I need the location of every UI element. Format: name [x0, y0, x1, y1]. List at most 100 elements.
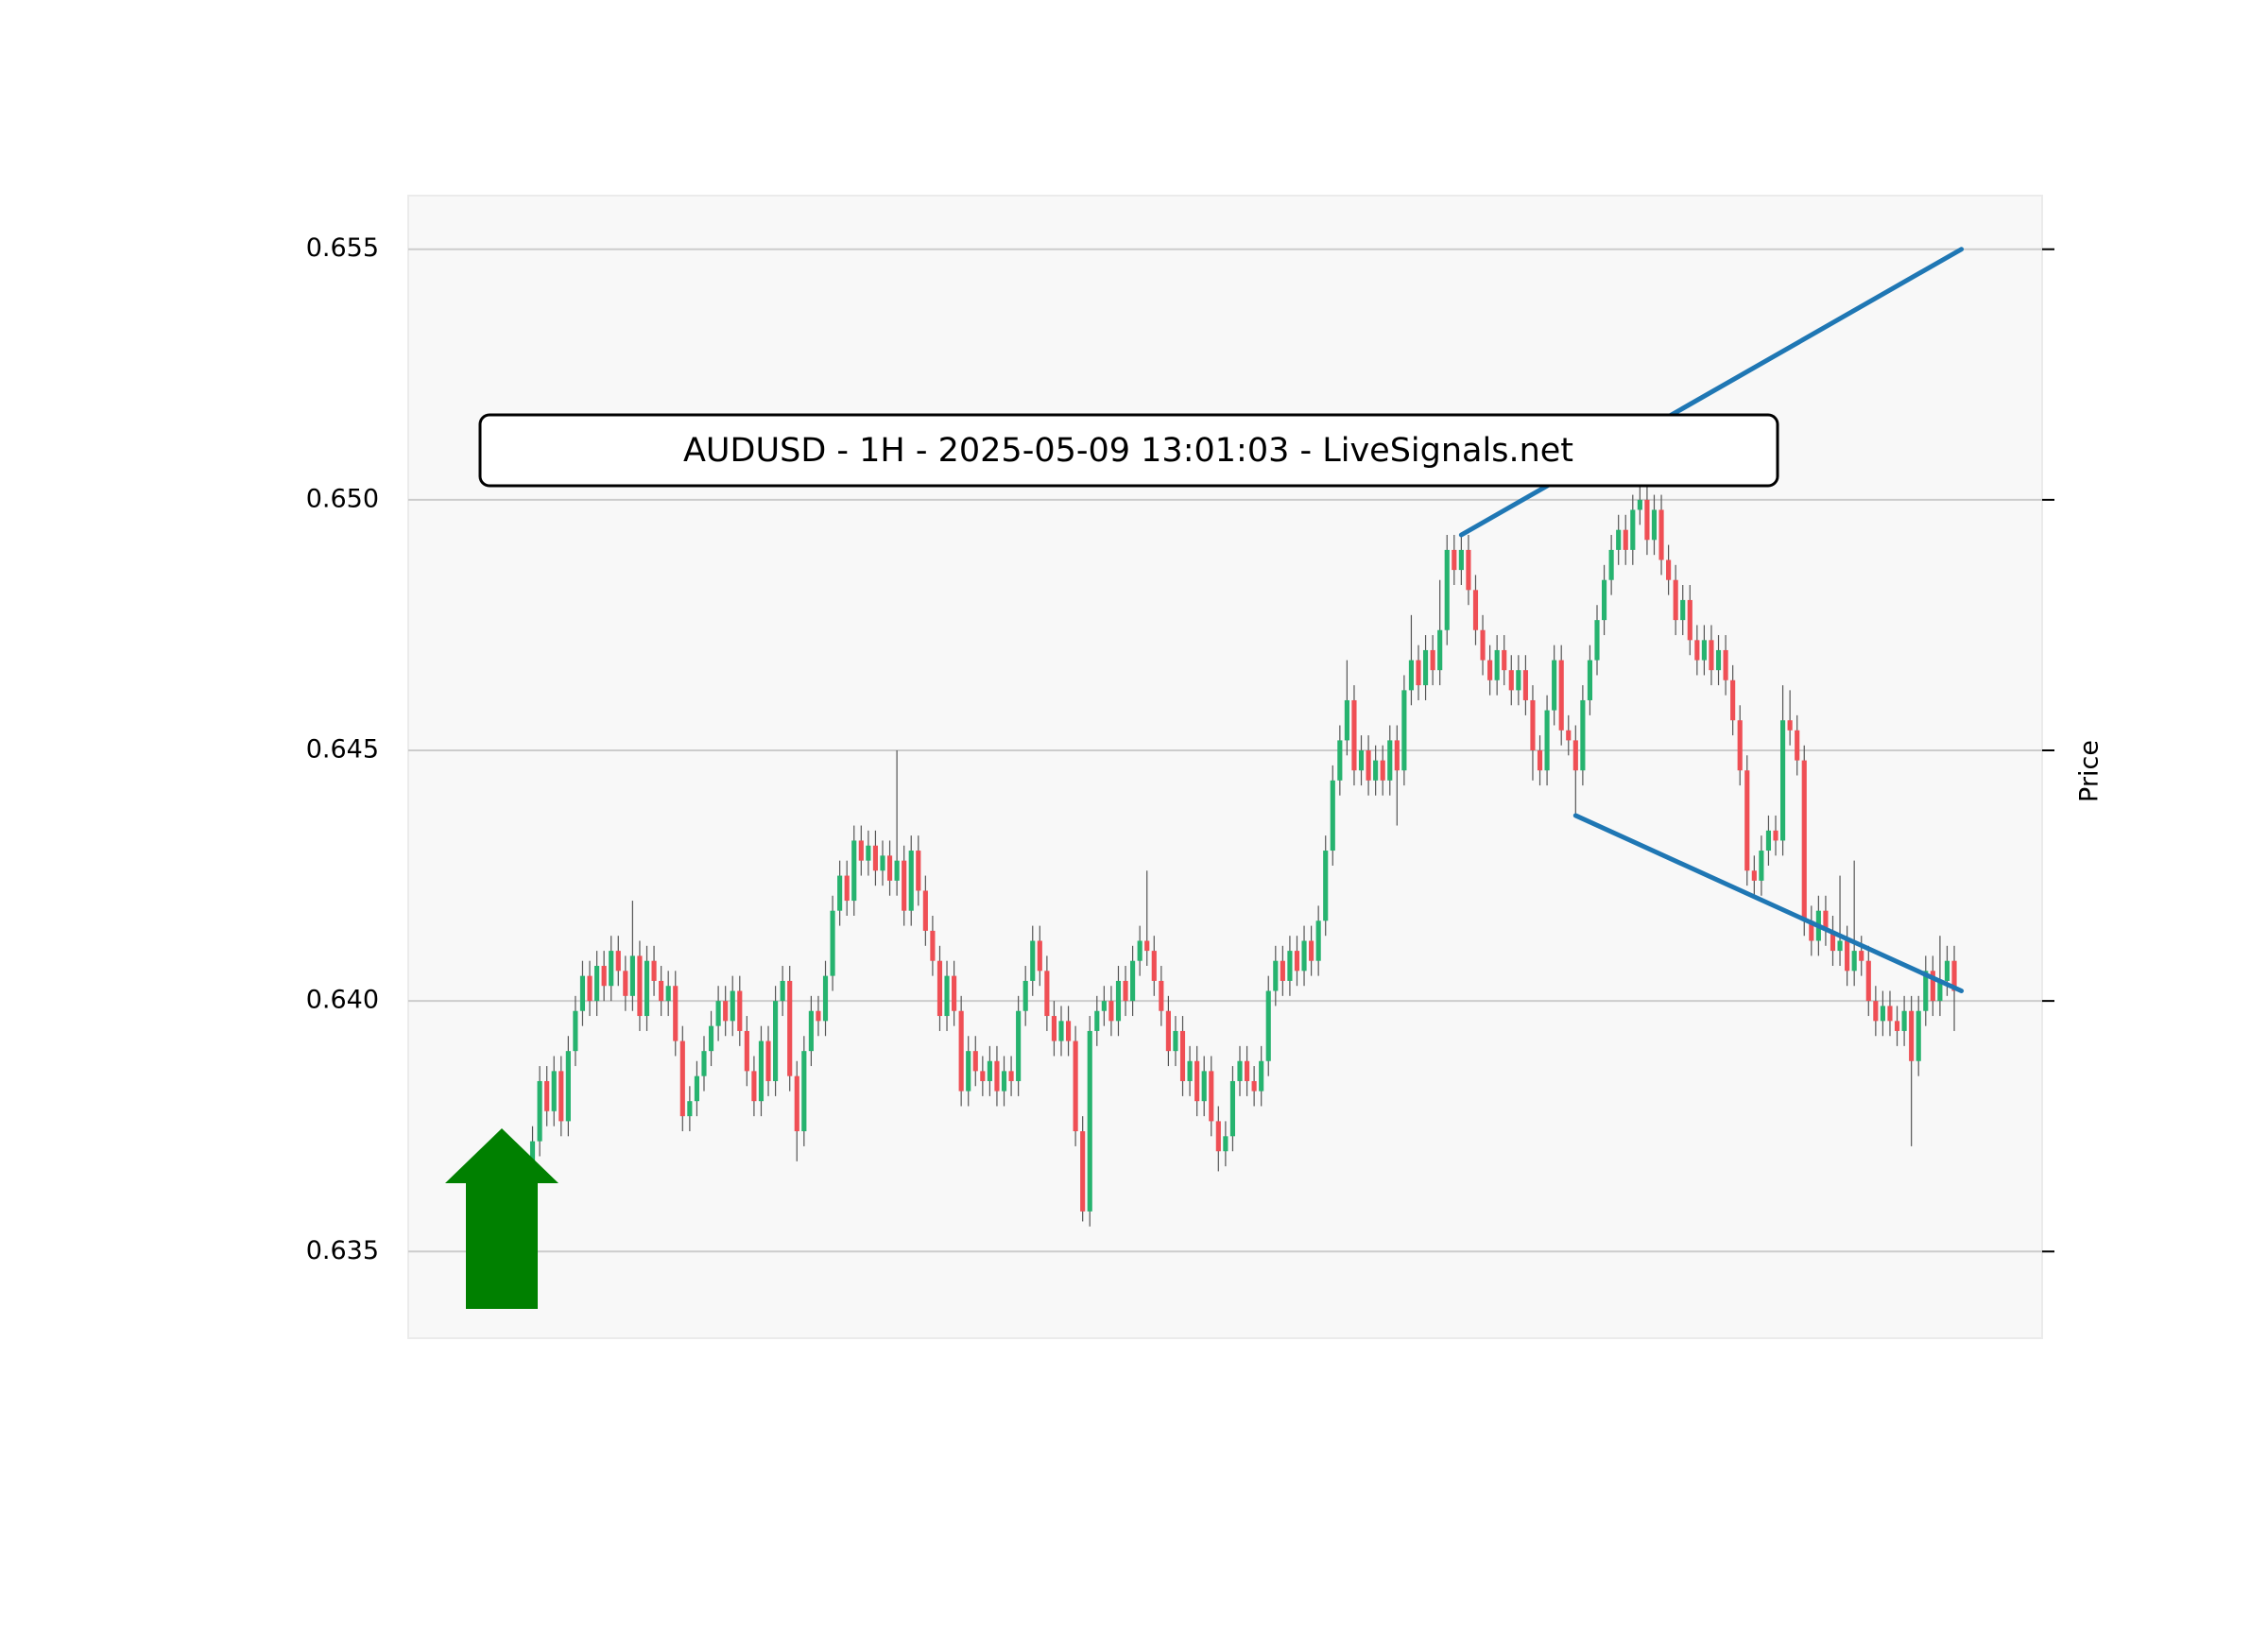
candle-body	[1194, 1060, 1200, 1102]
candle-body	[609, 951, 614, 987]
candle-body	[1452, 549, 1457, 571]
y-tick-label: 0.645	[306, 735, 379, 765]
candle-body	[758, 1041, 765, 1102]
candle-body	[1229, 1080, 1236, 1137]
candle-body	[1401, 690, 1407, 771]
candle-body	[1294, 951, 1300, 972]
candle-body	[615, 951, 621, 972]
candle-body	[880, 855, 885, 871]
candle-body	[629, 955, 635, 996]
candle-body	[1723, 649, 1728, 680]
candle-body	[1587, 660, 1593, 700]
candle-body	[1508, 670, 1514, 691]
candle-body	[916, 851, 921, 891]
candle-body	[1594, 620, 1600, 661]
trendline	[1458, 247, 1965, 538]
candle-body	[1080, 1131, 1086, 1212]
candle-body	[1845, 940, 1850, 972]
candle-body	[966, 1051, 971, 1092]
candle-body	[1380, 760, 1385, 781]
candle-body	[1558, 660, 1564, 731]
candle-body	[1530, 699, 1536, 751]
candle-body	[1873, 1001, 1879, 1022]
candle-body	[537, 1080, 542, 1142]
candle-body	[1887, 1006, 1893, 1022]
candle-body	[1037, 940, 1042, 972]
candle-body	[1130, 960, 1136, 1002]
candle-body	[601, 966, 607, 987]
candle-body	[1494, 649, 1500, 680]
candle-body	[1087, 1030, 1092, 1212]
candle-body	[573, 1010, 578, 1052]
candle-body	[1315, 920, 1321, 961]
candle-body	[1759, 851, 1764, 881]
candle-body	[1179, 1030, 1186, 1081]
candle-body	[1830, 930, 1836, 952]
candle-body	[1472, 590, 1479, 630]
candle-body	[1923, 971, 1929, 1011]
candle-body	[1865, 960, 1871, 1002]
candle-body	[565, 1051, 571, 1122]
candle-body	[737, 990, 743, 1031]
candle-body	[1651, 509, 1658, 541]
candle-body	[866, 845, 871, 861]
candle-body	[1566, 730, 1572, 741]
candle-body	[1209, 1071, 1214, 1122]
y-tick-label: 0.640	[306, 986, 379, 1015]
candle-body	[1851, 951, 1857, 972]
candle-body	[1058, 1021, 1064, 1041]
candle-body	[1487, 660, 1493, 680]
y-tick-label: 0.635	[306, 1236, 379, 1265]
candle-body	[1623, 529, 1628, 550]
candle-body	[801, 1051, 807, 1132]
candle-body	[1437, 629, 1443, 671]
candle-body	[1351, 699, 1357, 771]
candle-body	[1522, 670, 1528, 700]
candle-body	[708, 1025, 714, 1052]
candle-body	[1680, 599, 1686, 621]
candle-body	[1408, 660, 1415, 691]
candle-body	[1673, 579, 1678, 621]
candle-body	[715, 1001, 721, 1026]
candle-body	[730, 990, 735, 1022]
candle-body	[701, 1051, 707, 1076]
candle-body	[1265, 990, 1271, 1061]
candle-body	[1709, 640, 1714, 671]
candle-body	[1251, 1080, 1257, 1092]
candle-body	[1237, 1060, 1243, 1081]
candles	[529, 470, 1957, 1227]
candle-body	[723, 1001, 729, 1022]
candle-body	[837, 875, 843, 911]
candle-body	[1458, 549, 1464, 571]
buy-arrow	[445, 1128, 558, 1309]
candle-body	[1094, 1010, 1100, 1031]
candle-body	[1901, 1010, 1907, 1031]
candle-body	[551, 1071, 557, 1111]
candle-body	[808, 1010, 814, 1052]
candle-body	[908, 851, 914, 911]
candle-body	[1809, 920, 1814, 941]
candle-body	[1694, 640, 1700, 661]
candle-body	[1801, 760, 1807, 921]
candle-body	[1394, 740, 1400, 771]
candle-body	[851, 840, 857, 902]
candle-body	[1909, 1010, 1915, 1061]
candle-body	[1773, 830, 1778, 841]
candle-body	[1537, 750, 1543, 771]
candle-body	[958, 1010, 964, 1092]
candle-body	[1323, 851, 1329, 921]
candle-body	[922, 890, 928, 931]
candle-body	[679, 1041, 685, 1117]
candle-body	[1073, 1041, 1078, 1132]
candle-body	[1894, 1021, 1900, 1031]
candle-body	[1301, 940, 1307, 972]
candle-body	[1823, 910, 1829, 931]
candle-body	[1930, 971, 1935, 1002]
candle-body	[1273, 960, 1279, 991]
candle-body	[1422, 649, 1429, 686]
candle-body	[1065, 1021, 1072, 1041]
candle-body	[1779, 720, 1786, 841]
candle-body	[1123, 980, 1128, 1002]
candle-body	[1516, 670, 1521, 691]
